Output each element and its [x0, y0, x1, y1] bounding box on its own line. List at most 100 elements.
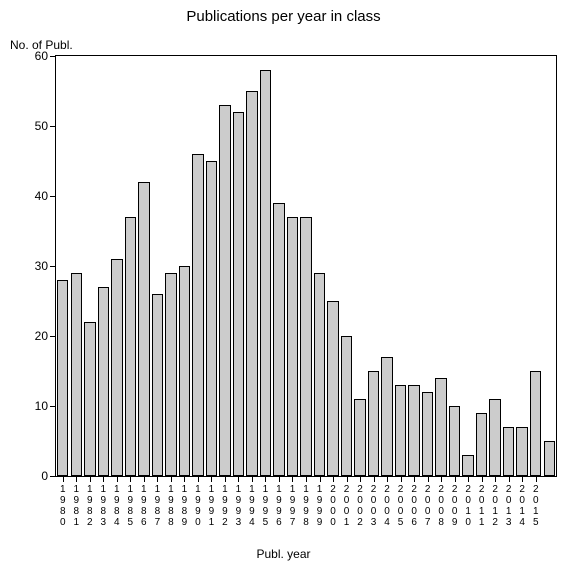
x-tick	[63, 476, 64, 482]
bar	[219, 105, 230, 476]
x-tick	[441, 476, 442, 482]
x-tick-label: 1 9 8 4	[110, 484, 124, 528]
bar	[476, 413, 487, 476]
bar	[98, 287, 109, 476]
x-tick	[387, 476, 388, 482]
x-tick-label: 1 9 9 5	[259, 484, 273, 528]
x-tick	[90, 476, 91, 482]
x-tick	[320, 476, 321, 482]
bar	[260, 70, 271, 476]
bar	[489, 399, 500, 476]
bar	[503, 427, 514, 476]
x-tick	[117, 476, 118, 482]
x-tick-label: 2 0 0 6	[407, 484, 421, 528]
y-tick	[50, 266, 56, 267]
x-tick	[130, 476, 131, 482]
x-tick-label: 1 9 9 1	[205, 484, 219, 528]
x-tick	[374, 476, 375, 482]
bar	[408, 385, 419, 476]
bar	[462, 455, 473, 476]
x-tick	[171, 476, 172, 482]
x-tick	[333, 476, 334, 482]
bar	[273, 203, 284, 476]
bar	[395, 385, 406, 476]
x-tick-label: 2 0 0 9	[448, 484, 462, 528]
x-tick-label: 1 9 9 6	[272, 484, 286, 528]
y-tick-label: 10	[35, 399, 48, 413]
x-tick	[157, 476, 158, 482]
chart-title: Publications per year in class	[0, 8, 567, 25]
y-tick	[50, 56, 56, 57]
bar	[179, 266, 190, 476]
x-tick	[184, 476, 185, 482]
bar	[381, 357, 392, 476]
bar	[125, 217, 136, 476]
x-tick	[468, 476, 469, 482]
x-tick	[198, 476, 199, 482]
y-tick	[50, 336, 56, 337]
x-tick	[455, 476, 456, 482]
x-tick	[238, 476, 239, 482]
bar	[530, 371, 541, 476]
x-tick-label: 1 9 9 8	[299, 484, 313, 528]
x-tick	[347, 476, 348, 482]
x-tick	[306, 476, 307, 482]
x-tick-label: 1 9 9 0	[191, 484, 205, 528]
x-tick-label: 2 0 0 8	[434, 484, 448, 528]
bar	[435, 378, 446, 476]
bar	[57, 280, 68, 476]
x-tick-label: 1 9 8 8	[164, 484, 178, 528]
bar	[314, 273, 325, 476]
bar	[192, 154, 203, 476]
bar	[354, 399, 365, 476]
x-tick	[509, 476, 510, 482]
bar	[233, 112, 244, 476]
bar	[341, 336, 352, 476]
x-tick-label: 2 0 1 2	[488, 484, 502, 528]
x-tick-label: 1 9 8 1	[70, 484, 84, 528]
bar	[206, 161, 217, 476]
x-tick-label: 1 9 8 0	[56, 484, 70, 528]
bar	[422, 392, 433, 476]
x-tick	[482, 476, 483, 482]
bar	[246, 91, 257, 476]
x-tick	[76, 476, 77, 482]
x-tick-label: 2 0 0 4	[380, 484, 394, 528]
bar	[111, 259, 122, 476]
plot-area: 01020304050601 9 8 01 9 8 11 9 8 21 9 8 …	[55, 55, 557, 477]
x-tick	[495, 476, 496, 482]
x-tick-label: 1 9 8 2	[83, 484, 97, 528]
bar	[138, 182, 149, 476]
x-tick-label: 1 9 8 9	[178, 484, 192, 528]
y-tick-label: 60	[35, 49, 48, 63]
x-tick	[536, 476, 537, 482]
x-tick	[292, 476, 293, 482]
y-tick	[50, 126, 56, 127]
bar	[71, 273, 82, 476]
bar	[287, 217, 298, 476]
x-tick	[522, 476, 523, 482]
x-tick	[279, 476, 280, 482]
bar	[368, 371, 379, 476]
x-tick	[225, 476, 226, 482]
x-tick-label: 2 0 0 2	[353, 484, 367, 528]
x-axis-label: Publ. year	[0, 547, 567, 561]
bar	[327, 301, 338, 476]
y-tick	[50, 196, 56, 197]
x-tick-label: 2 0 1 4	[515, 484, 529, 528]
x-tick-label: 1 9 9 7	[286, 484, 300, 528]
x-tick	[265, 476, 266, 482]
x-tick-label: 2 0 1 1	[475, 484, 489, 528]
x-tick-label: 1 9 8 6	[137, 484, 151, 528]
y-tick-label: 0	[41, 469, 48, 483]
x-tick-label: 1 9 9 4	[245, 484, 259, 528]
x-tick-label: 1 9 9 3	[232, 484, 246, 528]
x-tick-label: 2 0 0 7	[421, 484, 435, 528]
x-tick-label: 1 9 8 3	[97, 484, 111, 528]
x-tick-label: 1 9 9 9	[313, 484, 327, 528]
bar	[544, 441, 555, 476]
y-tick-label: 40	[35, 189, 48, 203]
x-tick	[103, 476, 104, 482]
x-tick-label: 2 0 1 3	[502, 484, 516, 528]
x-tick-label: 2 0 0 5	[394, 484, 408, 528]
